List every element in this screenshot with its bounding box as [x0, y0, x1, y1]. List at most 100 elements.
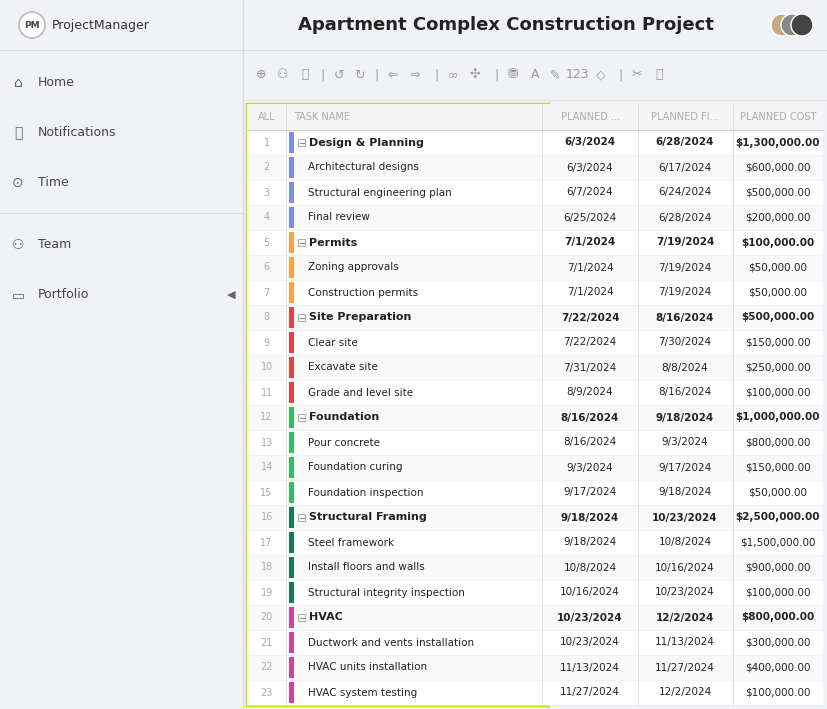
Text: $900,000.00: $900,000.00: [744, 562, 810, 572]
Text: 9/3/2024: 9/3/2024: [661, 437, 708, 447]
Bar: [246, 655, 822, 680]
Text: Team: Team: [38, 238, 71, 252]
Bar: [289, 432, 294, 453]
Text: 2: 2: [263, 162, 270, 172]
Text: 12/2/2024: 12/2/2024: [657, 688, 711, 698]
Text: 11/27/2024: 11/27/2024: [654, 662, 715, 673]
Bar: [289, 632, 294, 653]
Text: 3: 3: [263, 187, 270, 198]
Bar: [246, 130, 822, 155]
Text: 10/23/2024: 10/23/2024: [559, 637, 619, 647]
Text: 18: 18: [261, 562, 272, 572]
Text: |: |: [495, 69, 499, 82]
Text: Portfolio: Portfolio: [38, 289, 89, 301]
Bar: [289, 507, 294, 528]
Bar: [298, 314, 305, 321]
Text: $100,000.00: $100,000.00: [744, 388, 810, 398]
Text: 7/1/2024: 7/1/2024: [566, 262, 613, 272]
Text: 11/27/2024: 11/27/2024: [559, 688, 619, 698]
Text: 23: 23: [260, 688, 272, 698]
Text: 9: 9: [263, 337, 270, 347]
Text: A: A: [530, 69, 538, 82]
Text: $500,000.00: $500,000.00: [740, 313, 814, 323]
Text: 123: 123: [565, 69, 588, 82]
Text: ⬜: ⬜: [301, 69, 308, 82]
Bar: [298, 414, 305, 421]
Text: $100,000.00: $100,000.00: [744, 588, 810, 598]
Text: |: |: [321, 69, 325, 82]
Text: HVAC: HVAC: [308, 613, 342, 623]
Text: 10/23/2024: 10/23/2024: [557, 613, 622, 623]
Text: 10/8/2024: 10/8/2024: [562, 562, 616, 572]
Text: 16: 16: [261, 513, 272, 523]
Text: 6/28/2024: 6/28/2024: [657, 213, 711, 223]
Text: 21: 21: [260, 637, 272, 647]
Bar: [246, 305, 822, 330]
Text: 7/31/2024: 7/31/2024: [562, 362, 616, 372]
Bar: [0, 0, 242, 709]
Circle shape: [780, 14, 802, 36]
Text: Structural integrity inspection: Structural integrity inspection: [308, 588, 465, 598]
Text: 8/16/2024: 8/16/2024: [655, 313, 714, 323]
Bar: [289, 657, 294, 678]
Bar: [246, 255, 822, 280]
Text: ↺: ↺: [333, 69, 344, 82]
Bar: [246, 680, 822, 705]
Text: ⇒: ⇒: [409, 69, 420, 82]
Bar: [289, 457, 294, 478]
Bar: [246, 104, 547, 705]
Bar: [289, 582, 294, 603]
Text: HVAC system testing: HVAC system testing: [308, 688, 417, 698]
Bar: [289, 182, 294, 203]
Text: ⚇: ⚇: [277, 69, 289, 82]
Text: ◇: ◇: [595, 69, 605, 82]
Bar: [246, 104, 822, 130]
Bar: [289, 282, 294, 303]
Bar: [246, 405, 822, 430]
Text: 4: 4: [263, 213, 270, 223]
Text: $50,000.00: $50,000.00: [748, 288, 806, 298]
Text: 6: 6: [263, 262, 270, 272]
Text: |: |: [375, 69, 379, 82]
Text: 13: 13: [261, 437, 272, 447]
Bar: [289, 157, 294, 178]
Circle shape: [770, 14, 792, 36]
Text: Time: Time: [38, 177, 69, 189]
Text: 8: 8: [263, 313, 270, 323]
Bar: [246, 155, 822, 180]
Text: 10/8/2024: 10/8/2024: [657, 537, 710, 547]
Bar: [246, 280, 822, 305]
Text: $200,000.00: $200,000.00: [744, 213, 810, 223]
Bar: [298, 139, 305, 146]
Text: 7/22/2024: 7/22/2024: [562, 337, 616, 347]
Text: $300,000.00: $300,000.00: [744, 637, 810, 647]
Bar: [289, 407, 294, 428]
Text: Apartment Complex Construction Project: Apartment Complex Construction Project: [297, 16, 713, 34]
Text: ⇐: ⇐: [387, 69, 398, 82]
Bar: [289, 607, 294, 628]
Text: ⚇: ⚇: [12, 238, 24, 252]
Text: 6/28/2024: 6/28/2024: [655, 138, 714, 147]
Text: 14: 14: [261, 462, 272, 472]
Text: 11/13/2024: 11/13/2024: [654, 637, 715, 647]
Bar: [289, 207, 294, 228]
Bar: [246, 505, 822, 530]
Bar: [246, 380, 822, 405]
Text: ✎: ✎: [549, 69, 560, 82]
Text: TASK NAME: TASK NAME: [294, 112, 350, 122]
Bar: [289, 532, 294, 553]
Bar: [246, 480, 822, 505]
Text: ∞: ∞: [447, 69, 457, 82]
Text: HVAC units installation: HVAC units installation: [308, 662, 427, 673]
Text: 9/17/2024: 9/17/2024: [562, 488, 616, 498]
Text: 10/23/2024: 10/23/2024: [652, 513, 717, 523]
Text: 7/19/2024: 7/19/2024: [657, 262, 711, 272]
Text: ✣: ✣: [469, 69, 480, 82]
Bar: [289, 257, 294, 278]
Text: PLANNED FI...: PLANNED FI...: [651, 112, 718, 122]
Text: 7: 7: [263, 288, 270, 298]
Text: Grade and level site: Grade and level site: [308, 388, 413, 398]
Text: Construction permits: Construction permits: [308, 288, 418, 298]
Text: 9/18/2024: 9/18/2024: [562, 537, 616, 547]
Bar: [246, 205, 822, 230]
